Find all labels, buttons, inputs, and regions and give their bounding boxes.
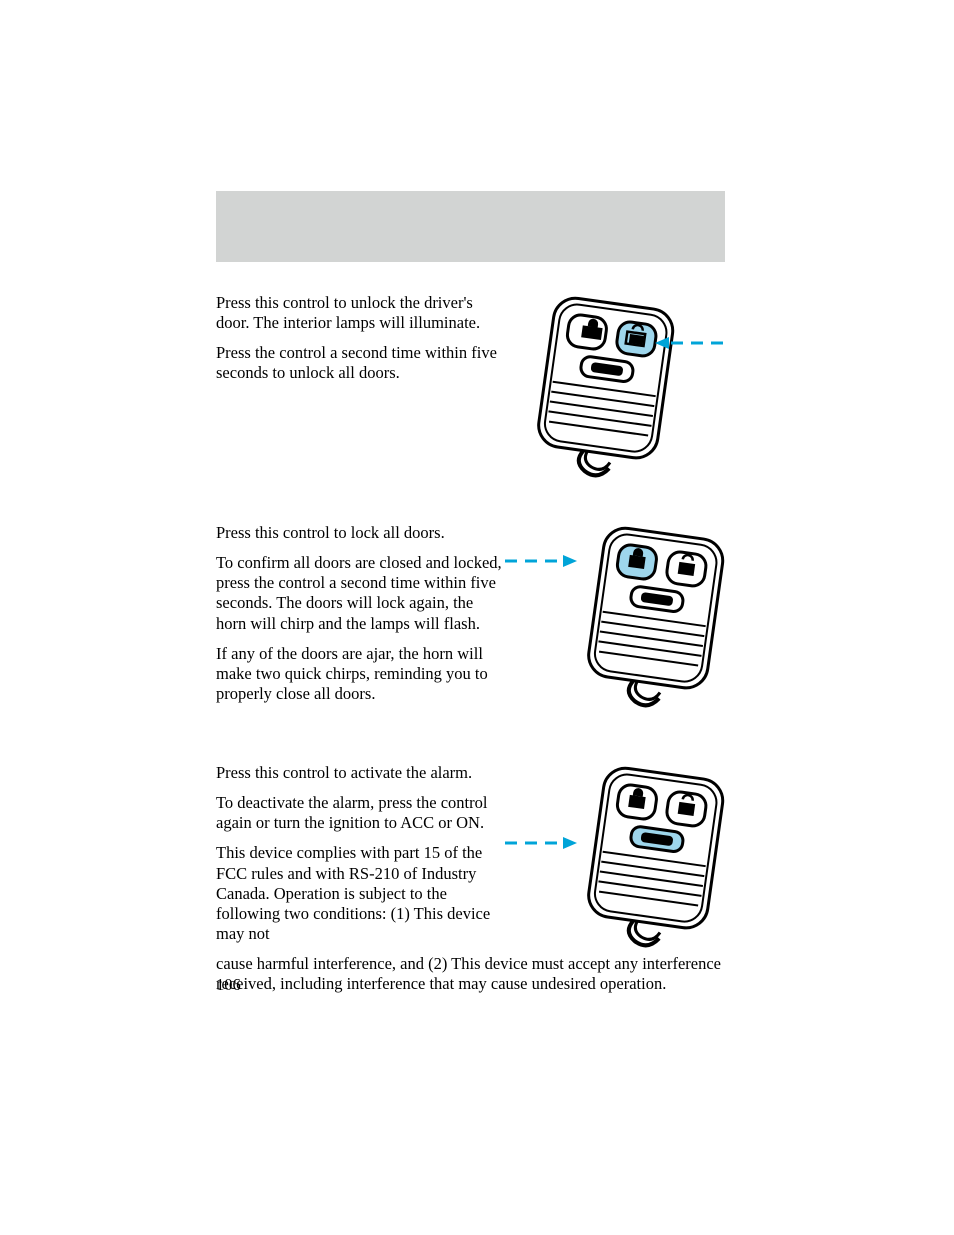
section-lock-text: Press this control to lock all doors. To… (216, 523, 506, 704)
content-area: Press this control to unlock the driver'… (216, 293, 725, 1004)
fob-illustration-panic (505, 763, 735, 953)
paragraph: If any of the doors are ajar, the horn w… (216, 644, 506, 704)
paragraph: Press this control to lock all doors. (216, 523, 506, 543)
fob-illustration-unlock (505, 293, 725, 483)
paragraph: cause harmful interference, and (2) This… (216, 954, 725, 994)
page-number: 106 (216, 975, 241, 995)
section-panic: Press this control to activate the alarm… (216, 763, 725, 944)
section-unlock: Press this control to unlock the driver'… (216, 293, 725, 493)
section-panic-text: Press this control to activate the alarm… (216, 763, 506, 944)
paragraph: Press this control to activate the alarm… (216, 763, 506, 783)
section-unlock-text: Press this control to unlock the driver'… (216, 293, 506, 384)
header-bar (216, 191, 725, 262)
section-lock: Press this control to lock all doors. To… (216, 523, 725, 733)
paragraph: Press this control to unlock the driver'… (216, 293, 506, 333)
section-panic-continuation: cause harmful interference, and (2) This… (216, 954, 725, 994)
fob-illustration-lock (505, 523, 735, 713)
paragraph: Press the control a second time within f… (216, 343, 506, 383)
paragraph: This device complies with part 15 of the… (216, 843, 506, 944)
paragraph: To confirm all doors are closed and lock… (216, 553, 506, 634)
paragraph: To deactivate the alarm, press the contr… (216, 793, 506, 833)
